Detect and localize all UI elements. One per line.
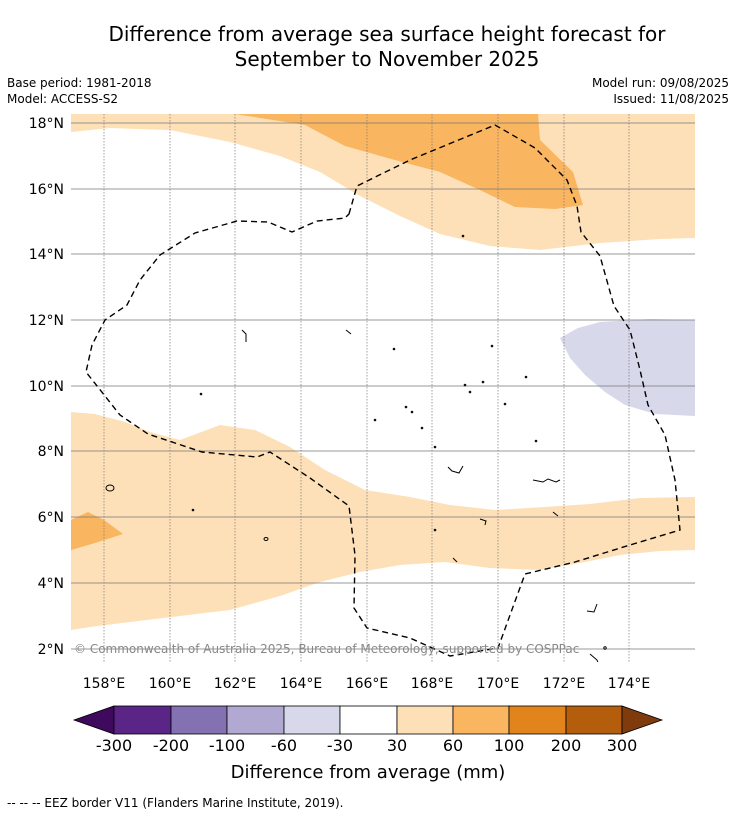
colorbar-tick: -200	[153, 736, 189, 755]
colorbar-segment	[508, 705, 567, 735]
lat-label: 16°N	[29, 182, 64, 198]
lon-label: 160°E	[149, 676, 192, 692]
lat-label: 14°N	[29, 247, 64, 263]
colorbar-under-triangle	[72, 705, 115, 735]
island	[479, 518, 487, 526]
colorbar-segment	[283, 705, 341, 735]
colorbar-tick: 60	[443, 736, 463, 755]
colorbar-segment	[170, 705, 228, 735]
northern-strong-anomaly	[235, 114, 583, 209]
colorbar-segment	[452, 705, 510, 735]
meta-right: Model run: 09/08/2025 Issued: 11/08/2025	[592, 75, 729, 107]
colorbar-tick: 300	[607, 736, 638, 755]
base-period: Base period: 1981-2018	[7, 76, 152, 90]
island	[461, 234, 465, 238]
colorbar-tick: 200	[551, 736, 582, 755]
islands	[105, 234, 607, 662]
island	[452, 557, 458, 563]
lon-label: 174°E	[608, 676, 651, 692]
colorbar-tick: 100	[494, 736, 525, 755]
copyright-notice: © Commonwealth of Australia 2025, Bureau…	[74, 642, 579, 656]
issued-date: Issued: 11/08/2025	[613, 92, 729, 106]
island	[447, 465, 464, 474]
colorbar: -300 -200 -100 -60 -30 30 60 100 200 300…	[72, 705, 664, 783]
meta-left: Base period: 1981-2018 Model: ACCESS-S2	[7, 75, 152, 107]
colorbar-tick: -300	[96, 736, 132, 755]
southern-anomaly-band	[71, 412, 695, 630]
eez-border	[85, 124, 681, 657]
model-name: Model: ACCESS-S2	[7, 92, 119, 106]
lat-label: 12°N	[29, 313, 64, 329]
grid-lines	[71, 122, 695, 650]
colorbar-segment	[565, 705, 623, 735]
colorbar-segment	[113, 705, 172, 735]
colorbar-ticks: -300 -200 -100 -60 -30 30 60 100 200 300	[96, 736, 637, 755]
map-area	[71, 114, 695, 662]
island	[468, 390, 472, 394]
island	[481, 380, 485, 384]
title-line-1: Difference from average sea surface heig…	[108, 22, 666, 46]
island	[586, 603, 598, 613]
meridian-lines	[103, 114, 630, 662]
island	[420, 426, 424, 430]
island	[392, 347, 396, 351]
lat-label: 6°N	[38, 510, 64, 526]
island	[589, 653, 599, 662]
negative-anomaly-patch	[560, 319, 695, 416]
latitude-labels: 18°N 16°N 14°N 12°N 10°N 8°N 6°N 4°N 2°N	[29, 116, 64, 658]
island	[532, 478, 561, 483]
lat-label: 4°N	[38, 576, 64, 592]
lon-label: 162°E	[214, 676, 257, 692]
lon-label: 164°E	[280, 676, 323, 692]
lat-label: 2°N	[38, 642, 64, 658]
lat-label: 10°N	[29, 379, 64, 395]
colorbar-segment	[226, 705, 285, 735]
colorbar-label: Difference from average (mm)	[231, 762, 506, 783]
island	[534, 439, 538, 443]
island	[241, 329, 247, 342]
title-line-2: September to November 2025	[234, 47, 540, 71]
colorbar-tick: -60	[271, 736, 297, 755]
lon-label: 168°E	[411, 676, 454, 692]
island	[524, 375, 528, 379]
island	[490, 344, 494, 348]
colorbar-segment	[396, 705, 454, 735]
lat-label: 18°N	[29, 116, 64, 132]
eez-footnote: -- -- -- EEZ border V11 (Flanders Marine…	[7, 796, 344, 810]
colorbar-tick: -30	[327, 736, 353, 755]
island	[191, 508, 195, 512]
island	[463, 383, 467, 387]
island	[503, 402, 507, 406]
longitude-labels: 158°E 160°E 162°E 164°E 166°E 168°E 170°…	[83, 676, 651, 692]
island	[263, 537, 269, 541]
island	[433, 528, 437, 532]
island	[373, 418, 377, 422]
island	[433, 445, 437, 449]
colorbar-segment	[339, 705, 398, 735]
colorbar-tick: -100	[209, 736, 245, 755]
lon-label: 172°E	[543, 676, 586, 692]
western-strong-anomaly	[71, 512, 123, 550]
chart-title: Difference from average sea surface heig…	[0, 22, 736, 72]
island	[105, 484, 115, 492]
island	[345, 329, 352, 335]
lon-label: 166°E	[346, 676, 389, 692]
lat-label: 8°N	[38, 444, 64, 460]
lon-label: 158°E	[83, 676, 126, 692]
island	[603, 646, 607, 650]
island	[410, 410, 414, 414]
island	[552, 511, 559, 517]
model-run: Model run: 09/08/2025	[591, 76, 729, 90]
colorbar-over-triangle	[621, 705, 664, 735]
colorbar-tick: 30	[387, 736, 407, 755]
island	[404, 405, 408, 409]
island	[199, 392, 203, 396]
lon-label: 170°E	[477, 676, 520, 692]
